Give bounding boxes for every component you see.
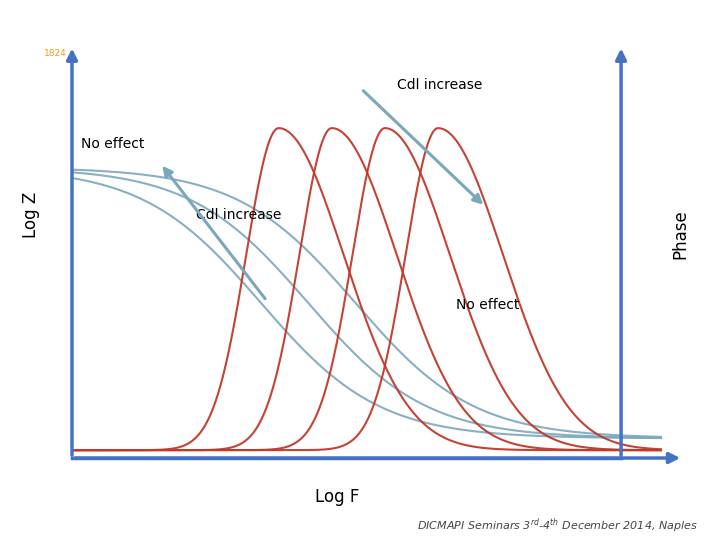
Text: Log Z: Log Z [22, 191, 40, 238]
Text: Cdl increase: Cdl increase [397, 78, 482, 92]
Text: 1824: 1824 [45, 49, 67, 58]
Text: Cdl increase: Cdl increase [196, 207, 282, 221]
Text: MANCHESTER: MANCHESTER [18, 28, 94, 37]
Text: Phase: Phase [671, 210, 689, 259]
Text: No effect: No effect [456, 298, 519, 312]
Text: No effect: No effect [81, 137, 144, 151]
Text: DICMAPI Seminars 3$^{rd}$-4$^{th}$ December 2014, Naples: DICMAPI Seminars 3$^{rd}$-4$^{th}$ Decem… [418, 516, 698, 535]
Text: Log F: Log F [315, 488, 360, 507]
